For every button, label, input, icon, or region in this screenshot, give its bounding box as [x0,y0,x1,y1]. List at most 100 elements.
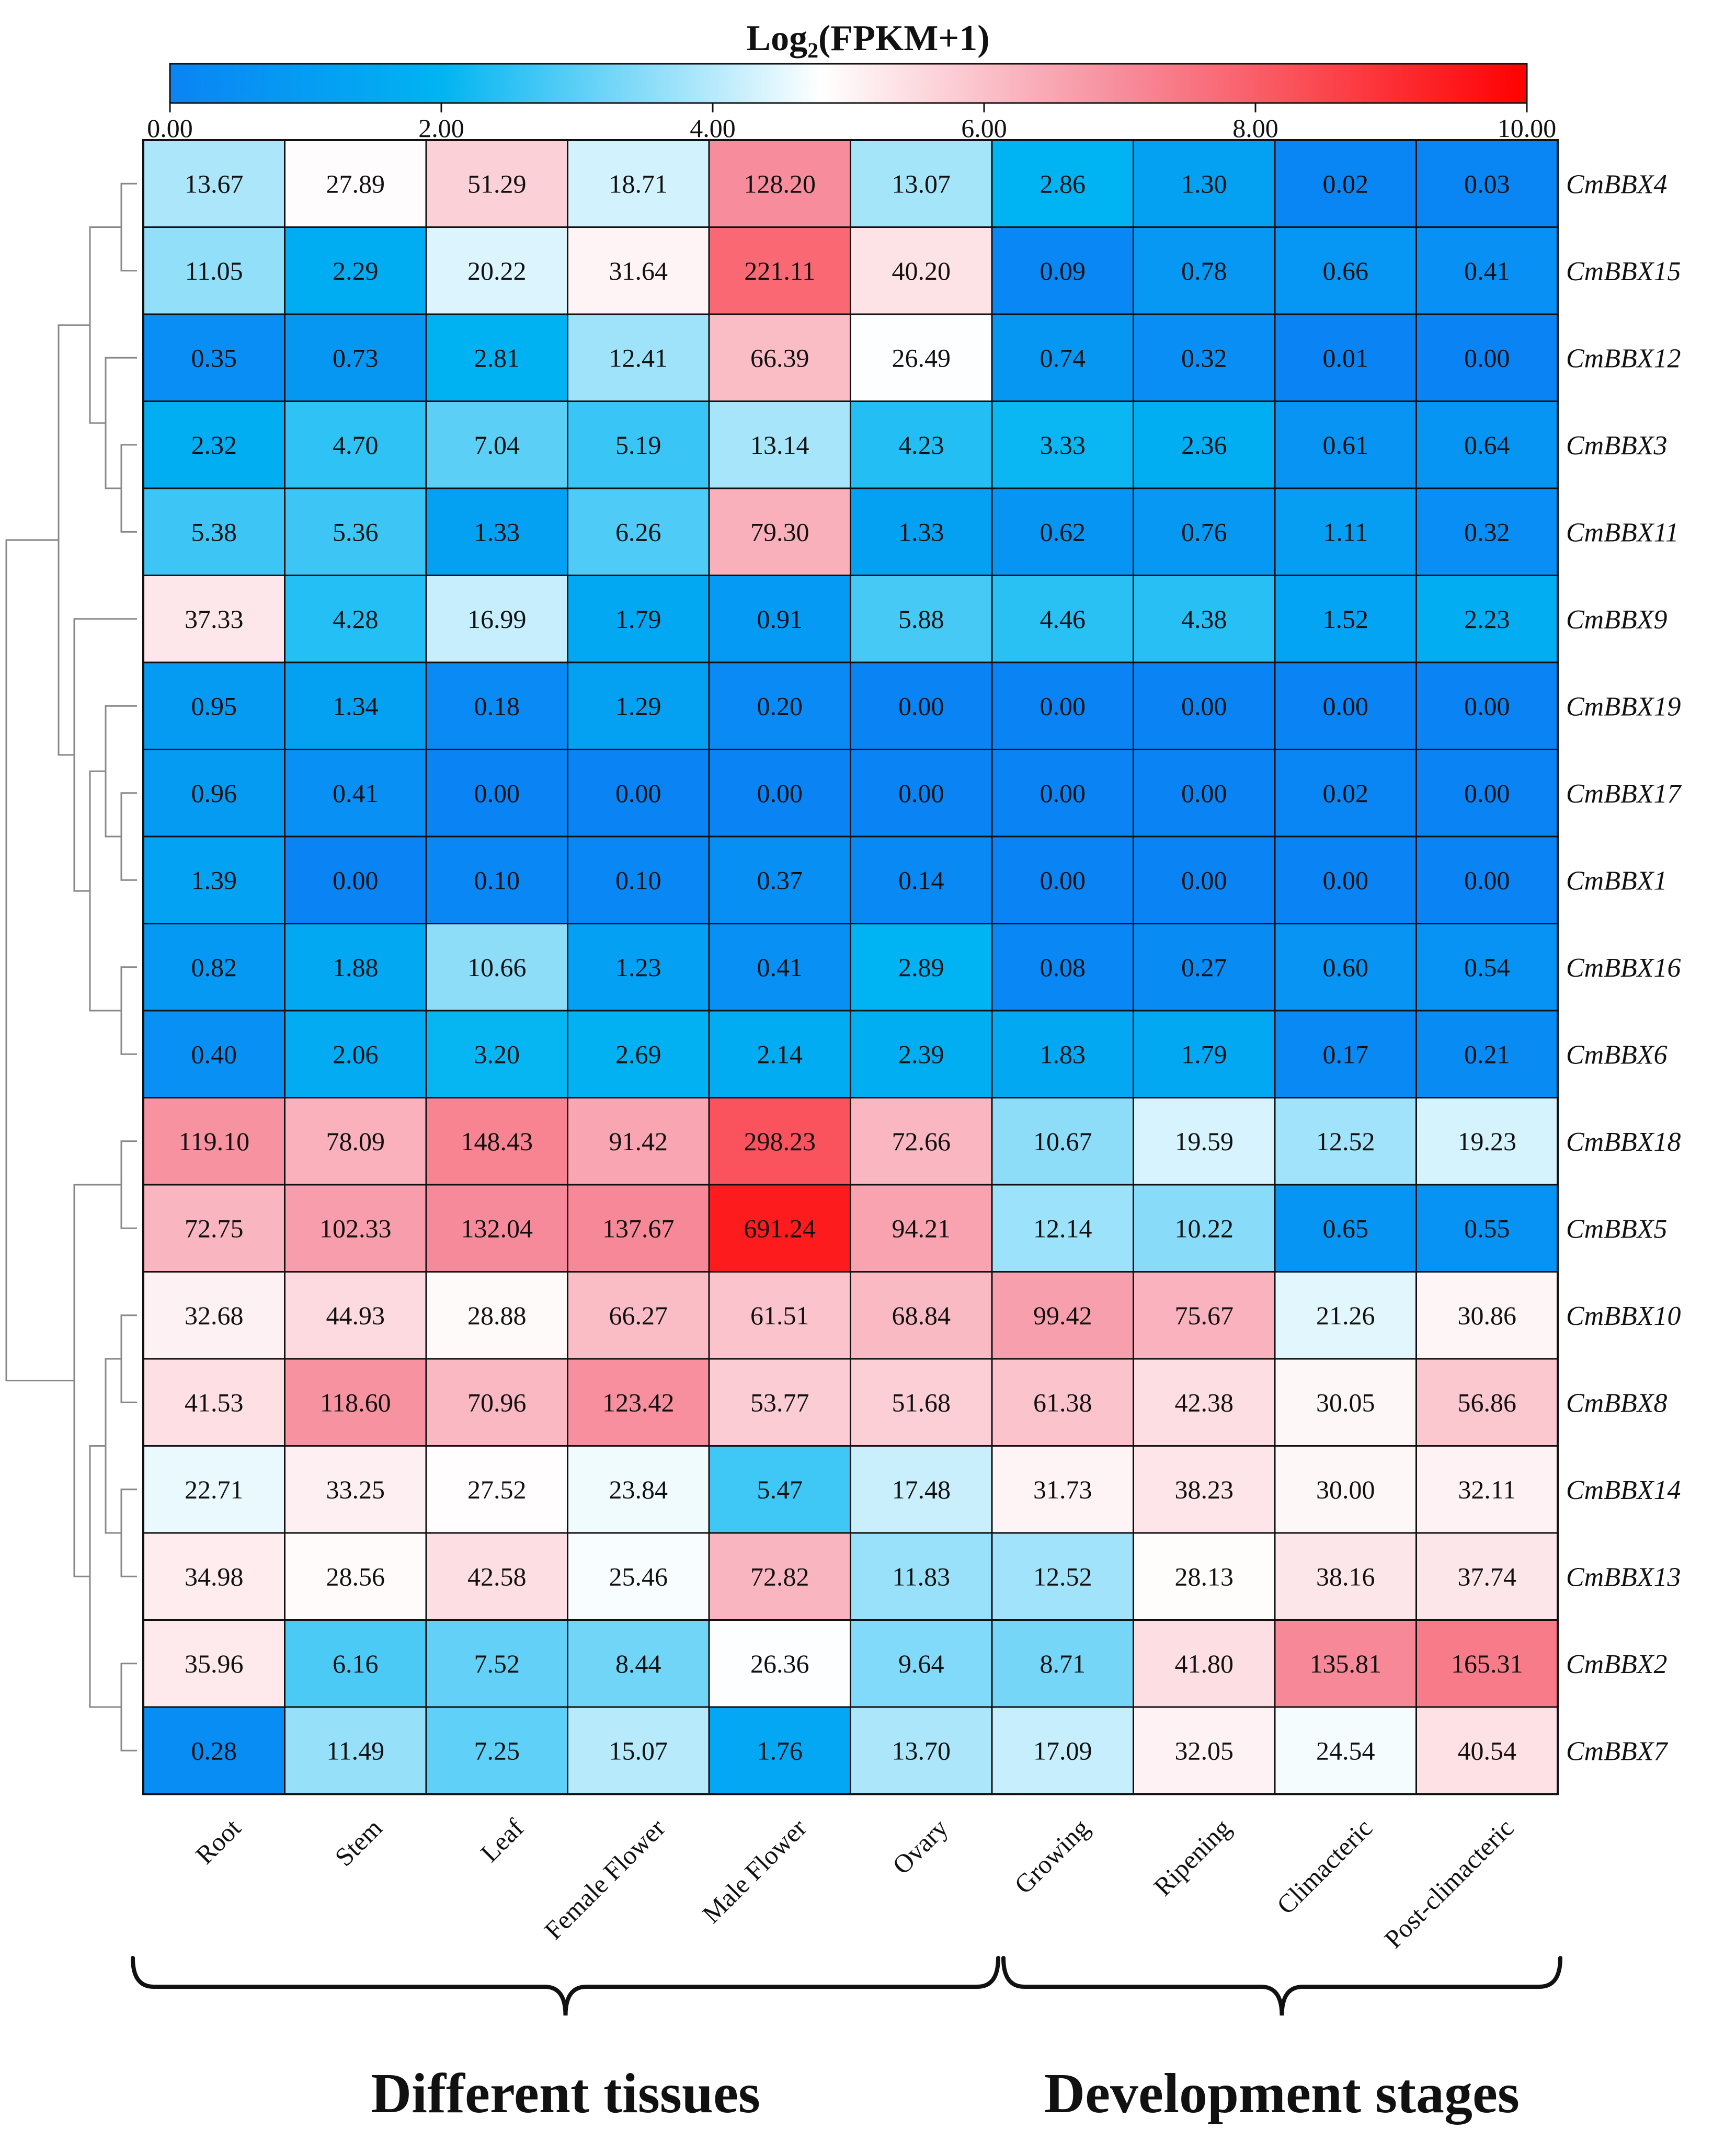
heatmap-cell [567,226,710,315]
heatmap-cell [708,1271,851,1360]
cell-value: 0.02 [1323,169,1369,198]
cell-value: 0.66 [1323,256,1369,285]
cell-value: 21.26 [1316,1301,1375,1330]
group-label: Development stages [1044,2063,1520,2125]
cell-value: 13.07 [892,169,951,198]
heatmap-cell [708,226,851,315]
heatmap-cell [1274,661,1417,750]
cell-value: 16.99 [467,604,527,634]
heatmap-cell [1274,139,1417,228]
heatmap-cell [1133,313,1276,402]
cell-value: 10.67 [1033,1127,1092,1156]
heatmap-cell [1415,226,1559,315]
cell-value: 41.80 [1175,1649,1234,1678]
heatmap-cell [1415,1619,1559,1708]
cell-value: 0.61 [1323,430,1369,460]
cell-value: 165.31 [1451,1649,1523,1678]
heatmap-cell [850,1097,993,1186]
cell-value: 0.10 [615,865,661,895]
cell-value: 34.98 [185,1562,244,1591]
dendrogram-branch [120,1314,137,1403]
cell-value: 1.83 [1040,1039,1086,1069]
cell-value: 1.33 [474,517,520,546]
cell-value: 0.00 [333,865,379,895]
cell-value: 0.00 [1464,343,1510,372]
heatmap-cell [567,1184,710,1273]
cell-value: 0.01 [1323,343,1369,372]
heatmap-cell [284,1619,427,1708]
cell-value: 19.59 [1175,1127,1234,1156]
cell-value: 4.23 [898,430,944,460]
heatmap-cell [1133,1619,1276,1708]
heatmap-cell [284,1010,427,1098]
heatmap-cell [284,1097,427,1186]
cell-value: 35.96 [185,1649,244,1678]
column-label: Root [190,1813,246,1870]
heatmap-cell [991,1358,1134,1447]
heatmap-cell [708,1445,851,1534]
legend-ticks: 0.00 2.00 4.00 6.00 8.00 10.00 [147,103,1556,143]
cell-value: 2.81 [474,343,520,372]
cell-value: 38.16 [1316,1562,1375,1591]
cell-value: 28.13 [1175,1562,1234,1591]
heatmap-cell [850,749,993,838]
heatmap-cell [991,1097,1134,1186]
heatmap-cell [1133,1706,1276,1795]
cell-value: 0.18 [474,691,520,720]
cell-value: 0.08 [1040,953,1086,982]
group-bracket [131,1956,1000,2016]
cell-value: 0.00 [1464,778,1510,808]
heatmap-cell [850,1184,993,1273]
cell-value: 0.00 [898,778,944,808]
heatmap-cell [425,923,568,1012]
dendrogram-branch [120,1488,137,1577]
cell-value: 0.73 [333,343,379,372]
group-bracket [1001,1956,1562,2016]
dendrogram-branch [73,1184,121,1577]
heatmap-cell [1274,1445,1417,1534]
cell-value: 7.25 [474,1736,520,1765]
cell-value: 12.41 [609,343,668,372]
gene-label: CmBBX11 [1566,518,1679,547]
cell-value: 5.36 [333,517,379,546]
cell-value: 17.09 [1033,1736,1092,1765]
heatmap-cell [1415,1010,1559,1098]
cell-value: 10.66 [467,953,527,982]
cell-value: 78.09 [326,1127,385,1156]
cell-value: 2.06 [333,1039,379,1069]
cell-value: 0.00 [1040,778,1086,808]
cell-value: 298.23 [744,1127,816,1156]
cell-value: 2.14 [757,1039,803,1069]
cell-value: 32.11 [1458,1475,1516,1504]
cell-value: 0.91 [757,604,803,634]
cell-value: 5.19 [615,430,661,460]
cell-value: 32.68 [185,1301,244,1330]
cell-value: 37.74 [1458,1562,1517,1591]
heatmap-cell [425,487,568,576]
heatmap-cell [425,1184,568,1273]
heatmap-cell [708,1532,851,1621]
cell-value: 0.00 [1464,865,1510,895]
column-labels: Root Stem Leaf Female Flower Male Flower Ovar… [190,1813,1520,1954]
cell-value: 11.83 [892,1562,950,1591]
cell-value: 132.04 [461,1213,533,1243]
cell-value: 0.02 [1323,778,1369,808]
cell-value: 0.35 [191,343,237,372]
cell-value: 4.28 [333,604,379,634]
cell-value: 75.67 [1175,1301,1234,1330]
heatmap-cell [1415,400,1559,489]
legend-colorbar [169,63,1528,104]
cell-value: 28.56 [326,1562,385,1591]
cell-value: 66.39 [750,343,809,372]
heatmap-cell [850,1358,993,1447]
cell-value: 0.20 [757,691,803,720]
heatmap-cell [1133,1184,1276,1273]
heatmap-cell [708,923,851,1012]
cell-value: 0.00 [1040,865,1086,895]
heatmap-cell [708,1619,851,1708]
cell-value: 137.67 [602,1213,675,1243]
cell-value: 1.39 [191,865,237,895]
cell-value: 25.46 [609,1562,668,1591]
heatmap-cell [708,487,851,576]
